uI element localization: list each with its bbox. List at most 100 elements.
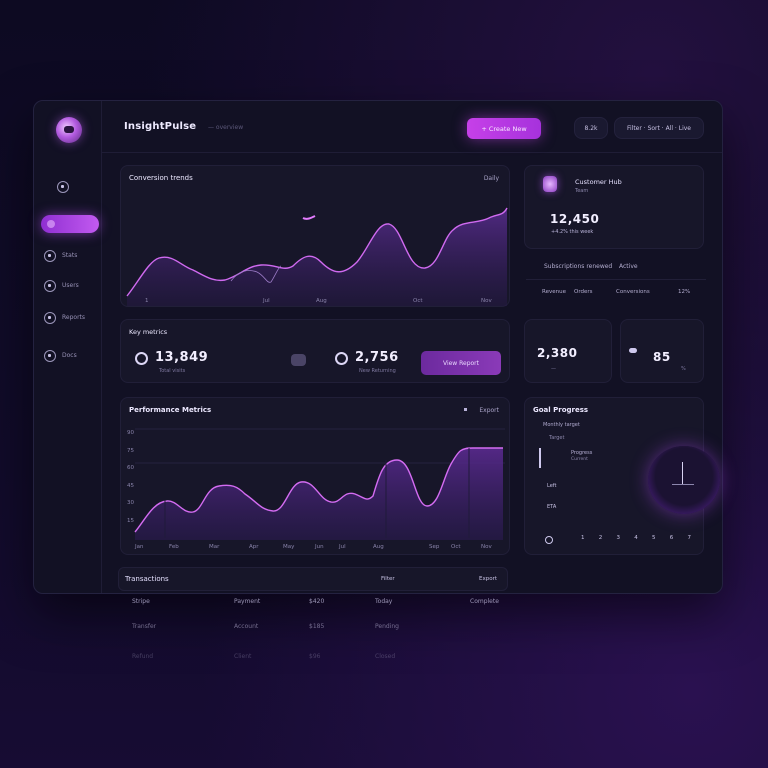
mini-kpi-right: 85 % (620, 319, 704, 383)
export-table-button[interactable]: Export (479, 576, 498, 582)
hub-value: 12,450 (550, 212, 600, 226)
table-cell: Pending (375, 623, 399, 630)
kpi2-value: 2,756 (355, 350, 399, 365)
x-tick: Jan (135, 544, 144, 550)
goal-gauge (648, 446, 720, 514)
row-col: Conversions (616, 289, 650, 295)
brand-subtitle: — overview (208, 124, 244, 131)
chart-icon (291, 354, 306, 366)
day-selector: 1 2 3 4 5 6 7 (581, 535, 691, 541)
x-tick: Jul (263, 298, 270, 304)
sidebar-item-reports[interactable]: Reports (62, 314, 86, 321)
x-tick: Nov (481, 298, 492, 304)
x-tick: Aug (316, 298, 327, 304)
row-label: Subscriptions renewed (544, 263, 613, 270)
goal-row-label: Target (549, 435, 565, 441)
mini-kpi-left: 2,380 — (524, 319, 612, 383)
calendar-icon[interactable] (545, 536, 553, 544)
indicator-icon (539, 448, 541, 468)
day-item[interactable]: 5 (652, 535, 656, 541)
stats-icon[interactable] (44, 250, 56, 262)
gauge-base (672, 484, 694, 485)
conversion-chart-card: Conversion trends Daily 1 Jul Aug Oct No… (120, 165, 510, 307)
y-tick: 15 (127, 518, 134, 524)
home-icon[interactable] (57, 181, 69, 193)
logo-icon[interactable] (56, 117, 82, 143)
mini-right-sub: % (681, 366, 686, 372)
dashboard-icon (47, 220, 55, 228)
table-cell: $96 (309, 653, 321, 660)
table-cell: Complete (470, 598, 499, 605)
goal-progress-card: Goal Progress Monthly target Target Prog… (524, 397, 720, 555)
table-cell: Transfer (132, 623, 157, 630)
table-cell: Closed (375, 653, 396, 660)
range-dropdown[interactable]: Daily (483, 175, 499, 182)
mini-right-value: 85 (653, 350, 671, 364)
filter-pill[interactable]: Filter · Sort · All · Live (614, 117, 704, 139)
view-report-button[interactable]: View Report (421, 351, 501, 375)
day-item[interactable]: 2 (598, 535, 603, 541)
x-tick: Feb (169, 544, 179, 550)
x-tick: Mar (209, 544, 220, 550)
y-tick: 90 (127, 430, 134, 436)
kpi1-sub: Total visits (159, 368, 186, 374)
performance-title: Performance Metrics (129, 406, 212, 414)
docs-icon[interactable] (44, 350, 56, 362)
export-button[interactable]: Export (479, 407, 499, 414)
transactions-header: Transactions Filter Export (118, 567, 508, 591)
x-tick: Oct (413, 298, 423, 304)
users-icon[interactable] (44, 280, 56, 292)
row-value: Active (619, 263, 638, 270)
mini-left-value: 2,380 (537, 346, 578, 360)
day-item[interactable]: 4 (634, 535, 638, 541)
goal-row-label: ETA (547, 504, 557, 510)
kpi2-sub: New Returning (359, 368, 396, 374)
brand-title: InsightPulse (124, 121, 197, 132)
count-pill[interactable]: 8.2k (574, 117, 608, 139)
goal-row-label: Progress (571, 450, 593, 456)
x-tick: Jun (315, 544, 324, 550)
x-tick: Apr (249, 544, 259, 550)
dot-icon (464, 408, 467, 411)
table-cell: Client (234, 653, 252, 660)
hub-value-sub: +4.2% this week (551, 229, 594, 235)
day-item[interactable]: 6 (669, 535, 674, 541)
table-cell: Stripe (132, 598, 150, 605)
sidebar-item-dashboard[interactable] (41, 215, 99, 233)
kpi1-value: 13,849 (155, 350, 209, 365)
x-tick: Aug (373, 544, 384, 550)
hub-sub: Team (575, 188, 589, 194)
table-cell: $420 (309, 598, 325, 605)
day-item[interactable]: 1 (581, 535, 585, 541)
x-tick: Jul (339, 544, 346, 550)
x-tick: 1 (145, 298, 149, 304)
y-tick: 30 (127, 500, 134, 506)
day-item[interactable]: 3 (616, 535, 621, 541)
performance-area-chart (134, 428, 505, 540)
goal-title: Goal Progress (533, 406, 589, 414)
performance-chart-card: Performance Metrics Export 90 75 60 45 3… (120, 397, 510, 555)
row-col: 12% (678, 289, 691, 295)
trend-icon (629, 348, 637, 353)
sidebar-item-docs[interactable]: Docs (62, 352, 77, 359)
sidebar-item-users[interactable]: Users (62, 282, 79, 289)
table-cell: $185 (309, 623, 325, 630)
table-cell: Payment (234, 598, 261, 605)
key-metrics-card: Key metrics 13,849 Total visits 2,756 Ne… (120, 319, 510, 383)
gauge-needle (682, 462, 683, 484)
filter-button[interactable]: Filter (381, 576, 395, 582)
sidebar: Stats Users Reports Docs (34, 101, 102, 593)
y-tick: 45 (127, 483, 134, 489)
conversion-area-chart (126, 207, 508, 306)
x-tick: Sep (429, 544, 440, 550)
divider (526, 279, 706, 280)
day-item[interactable]: 7 (687, 535, 692, 541)
create-button[interactable]: + Create New (467, 118, 541, 139)
goal-subtitle: Monthly target (543, 422, 580, 428)
row-col: Orders (574, 289, 593, 295)
reports-icon[interactable] (44, 312, 56, 324)
table-cell: Refund (132, 653, 154, 660)
sidebar-item-stats[interactable]: Stats (62, 252, 78, 259)
row-col: Revenue (542, 289, 566, 295)
y-tick: 60 (127, 465, 134, 471)
